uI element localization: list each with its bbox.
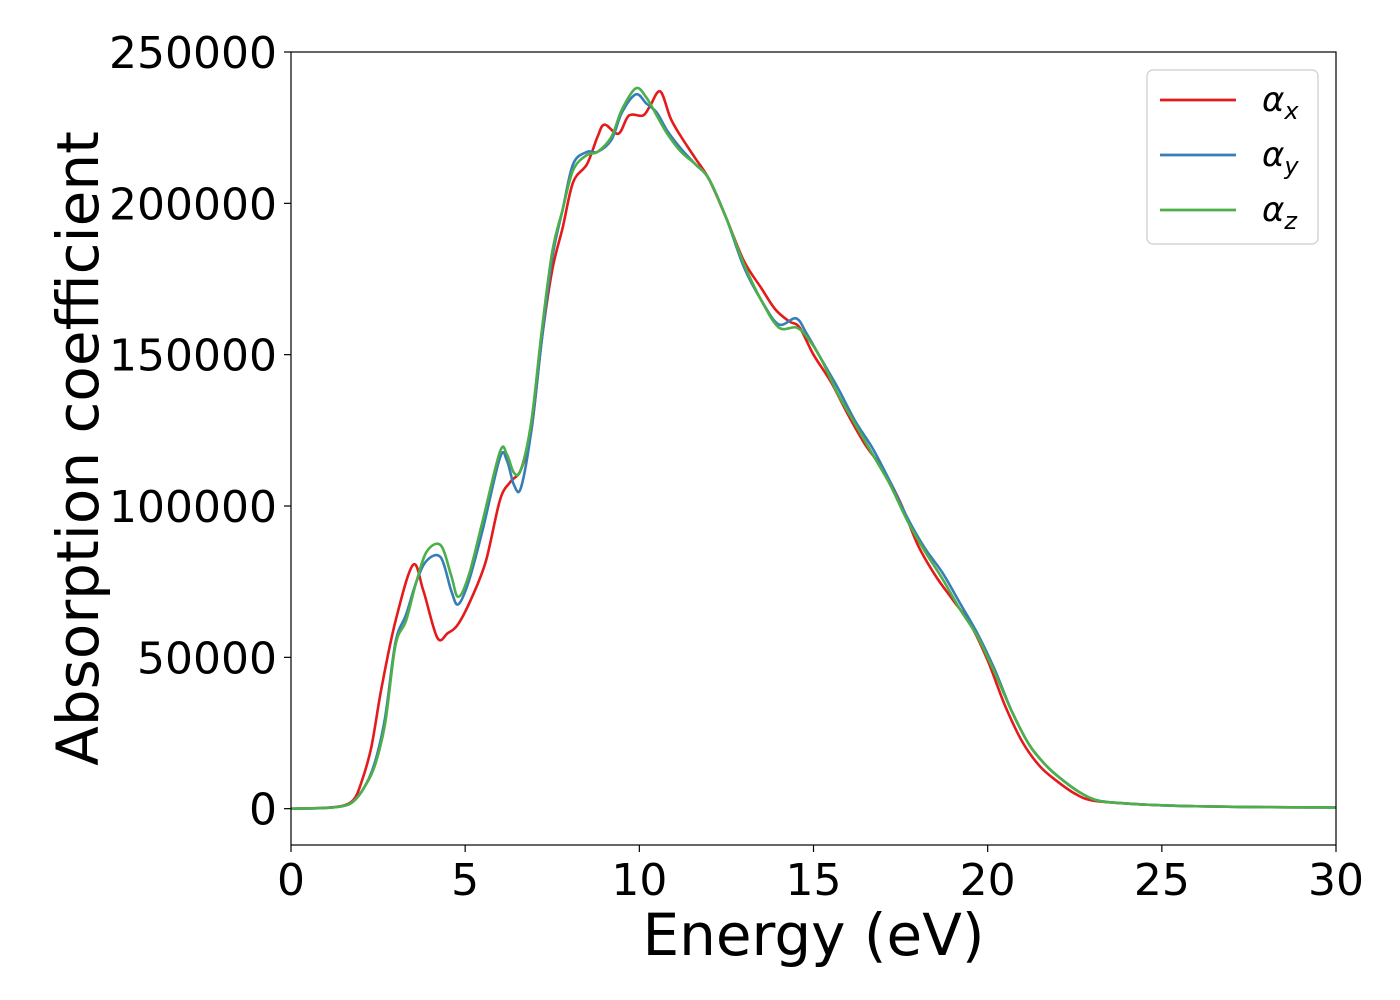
y-axis: 0 50000 100000 150000 200000 250000 [109, 28, 291, 836]
x-axis: 0 5 10 15 20 25 30 [277, 845, 1364, 906]
x-tick-label: 15 [786, 855, 842, 906]
x-axis-title: Energy (eV) [642, 901, 984, 969]
legend: αx αy αz [1146, 69, 1319, 245]
x-tick-label: 0 [277, 855, 305, 906]
y-axis-title: Absorption coefficient [44, 131, 112, 766]
x-tick-label: 20 [960, 855, 1016, 906]
series-line-z [290, 86, 1337, 810]
x-tick-label: 30 [1308, 855, 1364, 906]
x-tick-label: 10 [611, 855, 667, 906]
legend-box [1146, 69, 1319, 245]
y-tick-label: 0 [249, 785, 277, 836]
legend-label-y: αy [1262, 135, 1299, 180]
y-tick-label: 50000 [137, 633, 277, 684]
x-tick-label: 5 [451, 855, 479, 906]
y-tick-label: 250000 [109, 28, 277, 79]
legend-label-z: αz [1262, 190, 1298, 235]
y-tick-label: 150000 [109, 331, 277, 382]
legend-label-x: αx [1262, 80, 1299, 125]
x-tick-label: 25 [1134, 855, 1190, 906]
y-tick-label: 200000 [109, 179, 277, 230]
series-line-x [290, 89, 1337, 810]
y-tick-label: 100000 [109, 482, 277, 533]
series-layer [290, 86, 1337, 810]
